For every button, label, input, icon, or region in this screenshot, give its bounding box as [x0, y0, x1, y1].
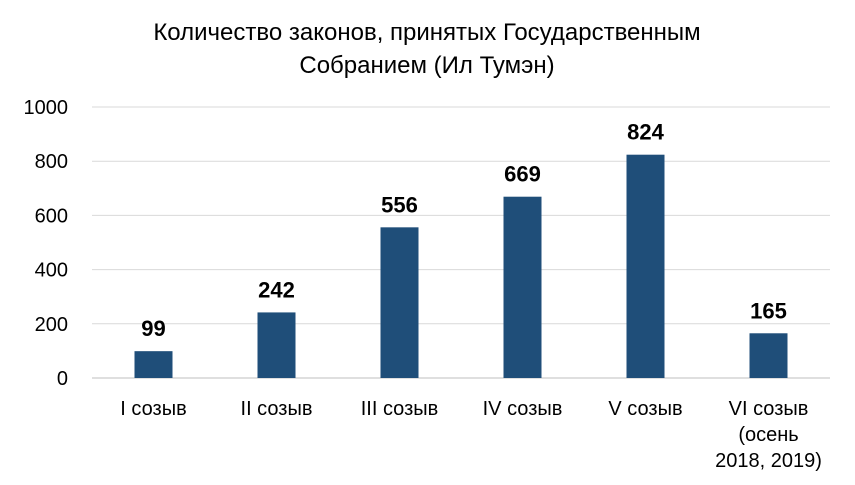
- chart-title-line-1: Количество законов, принятых Государстве…: [153, 19, 700, 46]
- y-tick-label: 1000: [24, 97, 69, 119]
- data-labels: 99 242 556 669 824 165: [141, 120, 787, 341]
- y-tick-label: 800: [35, 151, 68, 173]
- bar: [749, 333, 788, 378]
- x-category-label: (осень: [738, 424, 798, 446]
- data-label: 242: [258, 277, 295, 302]
- y-tick-label: 400: [35, 260, 68, 282]
- x-category-label: V созыв: [608, 398, 682, 420]
- data-label: 99: [141, 316, 165, 341]
- y-tick-label: 0: [57, 368, 68, 390]
- x-category-label: III созыв: [361, 398, 439, 420]
- grid-lines: [92, 106, 830, 379]
- x-axis-categories: I созыв II созыв III созыв IV созыв V созыв V…: [120, 398, 822, 472]
- y-tick-label: 600: [35, 205, 68, 227]
- bars: [134, 154, 788, 378]
- data-label: 165: [750, 298, 787, 323]
- data-label: 556: [381, 192, 418, 217]
- x-category-label: I созыв: [120, 398, 186, 420]
- y-axis-ticks: 0 200 400 600 800 1000: [24, 97, 69, 390]
- bar: [380, 227, 419, 378]
- data-label: 824: [627, 120, 664, 145]
- x-category-label: IV созыв: [483, 398, 563, 420]
- chart-title-line-2: Собранием (Ил Тумэн): [299, 52, 554, 79]
- bar: [134, 351, 173, 378]
- data-label: 669: [504, 162, 541, 187]
- bar: [257, 312, 296, 378]
- bar: [503, 196, 542, 378]
- chart-title: Количество законов, принятых Государстве…: [153, 19, 700, 79]
- x-category-label: 2018, 2019): [715, 450, 822, 472]
- x-category-label: VI созыв: [729, 398, 809, 420]
- x-category-label: II созыв: [241, 398, 313, 420]
- y-tick-label: 200: [35, 314, 68, 336]
- bar: [626, 154, 665, 378]
